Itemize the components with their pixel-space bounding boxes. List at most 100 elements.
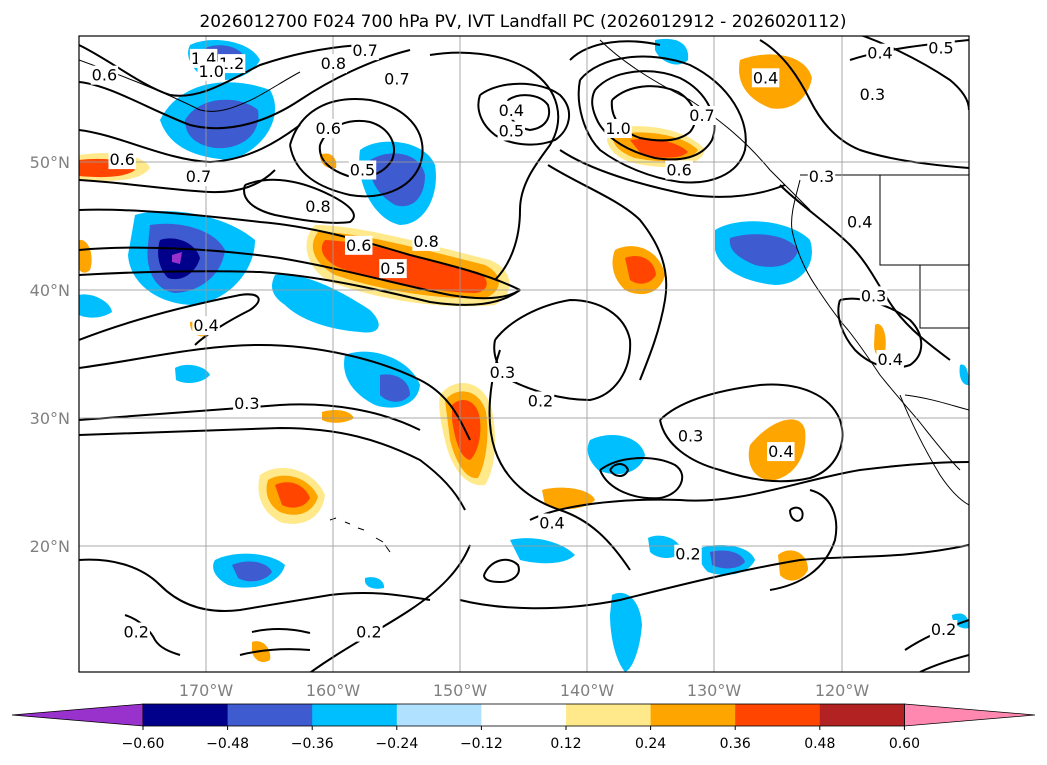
contour-labels: 0.61.4 1.21.00.70.80.70.60.40.5 1.00.70.40… bbox=[90, 38, 958, 642]
border-mexico bbox=[904, 394, 969, 411]
contour-line bbox=[569, 40, 661, 61]
pv-contours bbox=[79, 36, 969, 672]
contour-line bbox=[506, 94, 550, 132]
lon-axis: 170°W 160°W 150°W 140°W 130°W 120°W bbox=[179, 681, 870, 700]
contour-label: 0.2 bbox=[123, 623, 148, 642]
contour-line bbox=[79, 44, 361, 97]
patch-small-5 bbox=[320, 153, 337, 169]
colorbar-tick-label: 0.48 bbox=[804, 736, 835, 752]
patch-west-orange-2 bbox=[79, 239, 92, 273]
contour-label-bg bbox=[807, 167, 836, 186]
patch-mid-dark-2 bbox=[380, 374, 410, 402]
colorbar-extend-max bbox=[904, 703, 1036, 727]
contour-line bbox=[79, 558, 431, 612]
colorbar-bin bbox=[819, 704, 905, 726]
contour-label-bg bbox=[866, 43, 894, 63]
colorbar-bin bbox=[396, 704, 482, 726]
patch-small-2 bbox=[322, 410, 354, 423]
contour-label: 0.5 bbox=[380, 259, 405, 278]
colorbar-bin bbox=[481, 704, 567, 726]
contour-label: 0.3 bbox=[678, 427, 703, 446]
colorbar-bin bbox=[312, 704, 398, 726]
contour-label-bg bbox=[314, 119, 342, 138]
contour-line bbox=[79, 49, 411, 130]
contour-label: 0.6 bbox=[109, 150, 134, 169]
contour-line bbox=[769, 489, 838, 591]
coast-bc bbox=[791, 179, 961, 471]
contour-label: 0.3 bbox=[809, 167, 834, 186]
lat-tick-label: 20°N bbox=[30, 537, 70, 556]
contour-label: 0.4 bbox=[193, 316, 218, 335]
colorbar-tick-label: −0.48 bbox=[206, 736, 249, 752]
contour-label: 0.5 bbox=[499, 122, 524, 141]
contour-line bbox=[239, 628, 311, 656]
contour-label-bg bbox=[604, 119, 632, 138]
contour-label: 0.6 bbox=[315, 119, 340, 138]
contour-label: 0.6 bbox=[92, 66, 117, 85]
contour-line bbox=[659, 383, 844, 483]
contour-label-bg bbox=[233, 394, 261, 414]
contour-label-bg bbox=[497, 121, 526, 141]
lon-tick-label: 120°W bbox=[815, 681, 870, 700]
contour-line bbox=[459, 544, 969, 610]
patch-bc-red bbox=[630, 138, 688, 158]
contour-label-bg bbox=[927, 38, 955, 58]
contour-label-bg bbox=[488, 363, 517, 382]
contour-line bbox=[483, 558, 520, 584]
contour-line bbox=[591, 70, 716, 161]
patch-mid-red bbox=[452, 400, 481, 460]
colorbar-tick-label: −0.24 bbox=[375, 736, 418, 752]
contour-line bbox=[79, 270, 521, 306]
patch-east-blue bbox=[959, 364, 969, 386]
contour-label-bg bbox=[845, 212, 874, 232]
contour-label-bg bbox=[858, 85, 887, 105]
contour-label-bg bbox=[751, 68, 780, 88]
contour-label: 0.2 bbox=[356, 623, 381, 642]
contour-label: 0.8 bbox=[305, 197, 330, 216]
contour-label: 0.7 bbox=[352, 41, 377, 60]
lon-tick-label: 130°W bbox=[687, 681, 742, 700]
contour-label-bg bbox=[184, 167, 213, 186]
contour-label-bg bbox=[412, 231, 440, 251]
patch-gulf-dark bbox=[369, 153, 425, 207]
contour-label-bg bbox=[355, 622, 383, 642]
contour-line bbox=[559, 149, 786, 198]
colorbar-bin bbox=[650, 704, 736, 726]
contour-label-bg bbox=[122, 622, 150, 642]
contour-line bbox=[243, 178, 355, 224]
contour-label: 0.2 bbox=[528, 392, 553, 411]
contour-line bbox=[79, 246, 521, 300]
chart-title: 2026012700 F024 700 hPa PV, IVT Landfall… bbox=[199, 12, 846, 32]
contour-line bbox=[488, 349, 631, 571]
contour-label-bg bbox=[192, 316, 220, 336]
contour-label: 0.3 bbox=[861, 286, 886, 305]
colorbar-tick-label: 0.36 bbox=[720, 736, 751, 752]
colorbar-bin bbox=[566, 704, 652, 726]
patch-small-3 bbox=[365, 577, 385, 589]
colorbar-tick-label: 0.12 bbox=[550, 736, 581, 752]
contour-label: 0.6 bbox=[666, 161, 691, 180]
contour-label-bg bbox=[344, 235, 373, 255]
lat-tick-label: 30°N bbox=[30, 409, 70, 428]
contour-label-bg bbox=[383, 69, 411, 89]
contour-label: 0.4 bbox=[753, 68, 778, 87]
contour-label-bg bbox=[319, 54, 348, 74]
contour-line bbox=[318, 119, 395, 179]
contour-label-bg bbox=[767, 442, 795, 462]
contour-label-bg bbox=[929, 620, 958, 639]
lat-tick-label: 50°N bbox=[30, 153, 70, 172]
patch-1740-blue bbox=[587, 435, 645, 475]
colorbar-tick-label: 0.60 bbox=[889, 736, 920, 752]
patch-1440-orange bbox=[542, 487, 595, 510]
contour-label-bg bbox=[379, 259, 407, 279]
patch-1800-blue bbox=[510, 538, 575, 564]
contour-label: 0.7 bbox=[384, 70, 409, 89]
contour-label: 0.6 bbox=[346, 236, 371, 255]
contour-line bbox=[547, 164, 668, 381]
contour-line bbox=[79, 343, 471, 441]
contour-line bbox=[79, 169, 276, 194]
patch-1250-orange bbox=[778, 550, 808, 581]
colorbar-bin bbox=[143, 704, 229, 726]
contour-label: 0.3 bbox=[234, 394, 259, 413]
colorbar-extend-min bbox=[11, 703, 144, 727]
